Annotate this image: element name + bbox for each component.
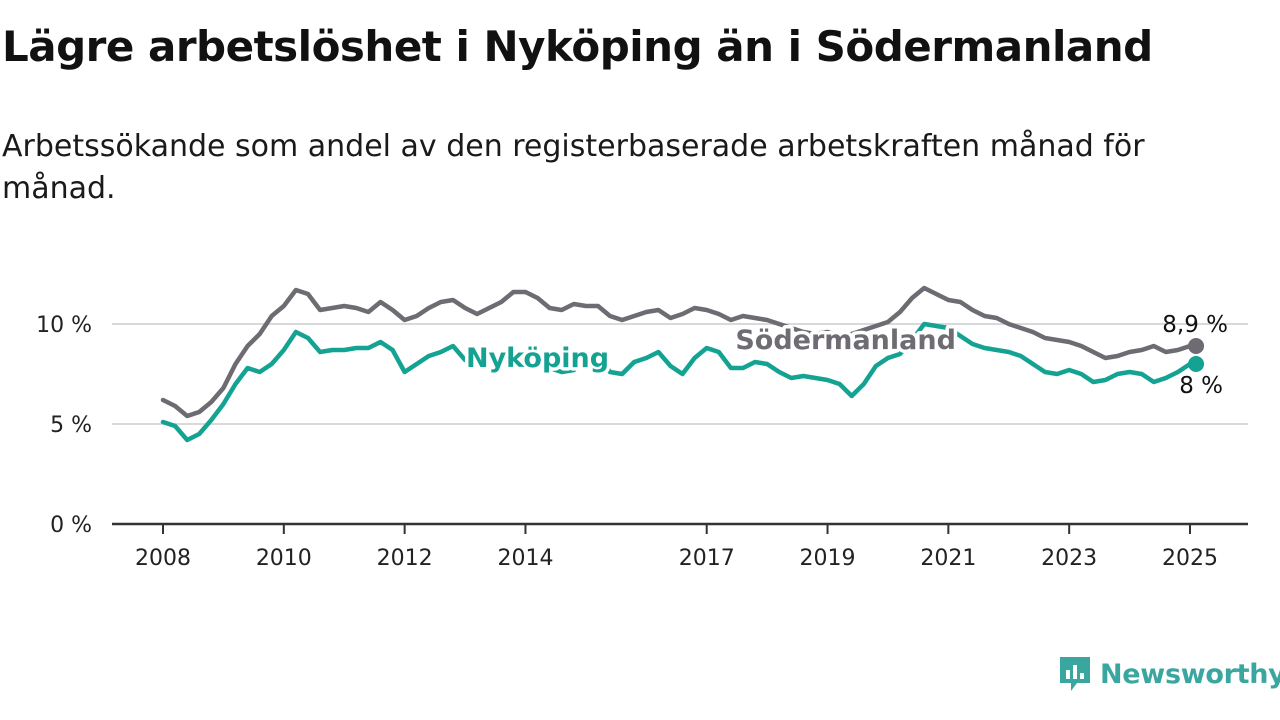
newsworthy-logo-icon: [1060, 657, 1090, 691]
x-axis: 2008 2010 2012 2014 2017 2019 2021 2023 2025: [112, 522, 1248, 571]
y-tick-label: 10 %: [36, 313, 92, 338]
series-label-nyköping: Nyköping: [466, 343, 609, 374]
brand-logo: Newsworthy: [1058, 652, 1280, 696]
x-tick-label: 2023: [1041, 546, 1097, 571]
brand-name: Newsworthy: [1100, 658, 1280, 690]
x-tick-label: 2014: [497, 546, 553, 571]
series-line-nyköping: [160, 321, 1199, 443]
series-label-södermanland: Södermanland: [735, 325, 956, 356]
series-lines: [160, 285, 1205, 443]
grid-lines: [112, 323, 1248, 425]
x-tick-label: 2019: [800, 546, 856, 571]
x-tick-label: 2008: [135, 546, 191, 571]
y-tick-label: 0 %: [50, 513, 92, 538]
series-line-södermanland: [160, 285, 1199, 419]
chart-title: Lägre arbetslöshet i Nyköping än i Söder…: [2, 22, 1153, 71]
x-tick-label: 2017: [679, 546, 735, 571]
y-tick-label: 5 %: [50, 413, 92, 438]
x-tick-label: 2025: [1162, 546, 1218, 571]
x-tick-label: 2010: [256, 546, 312, 571]
chart-subtitle: Arbetssökande som andel av den registerb…: [2, 129, 1145, 206]
endpoint-marker: [1188, 338, 1205, 354]
x-tick-label: 2021: [920, 546, 976, 571]
endpoint-marker: [1188, 356, 1205, 372]
end-label-nykoping: 8 %: [1179, 373, 1223, 399]
end-label-sodermanland: 8,9 %: [1162, 312, 1228, 338]
series-labels: 8,9 % 8 % Nyköping Södermanland: [462, 312, 1228, 399]
y-axis-ticks: 0 % 5 % 10 %: [36, 313, 92, 538]
x-tick-label: 2012: [377, 546, 433, 571]
